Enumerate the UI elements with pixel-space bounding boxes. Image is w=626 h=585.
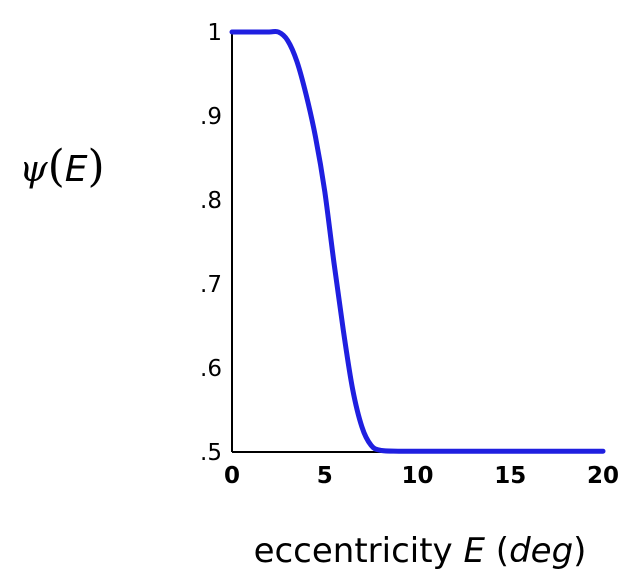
series-group bbox=[229, 28, 606, 454]
y-axis-label: ψ(E) bbox=[19, 141, 104, 192]
x-axis-label: eccentricity E (deg) bbox=[254, 531, 587, 571]
y-tick-label: .5 bbox=[200, 440, 222, 466]
x-tick-label: 15 bbox=[494, 463, 526, 489]
x-tick-label: 20 bbox=[587, 463, 619, 489]
y-tick-label: .8 bbox=[200, 188, 222, 214]
x-tick-label: 10 bbox=[401, 463, 433, 489]
axes bbox=[231, 30, 603, 453]
y-tick-label: 1 bbox=[207, 20, 222, 46]
x-tick-label: 0 bbox=[224, 463, 240, 489]
x-tick-label: 5 bbox=[317, 463, 333, 489]
y-tick-label: .9 bbox=[200, 104, 222, 130]
y-tick-label: .6 bbox=[200, 356, 222, 382]
y-tick-label: .7 bbox=[200, 272, 222, 298]
x-tick-labels: 0 5 10 15 20 bbox=[224, 463, 619, 489]
y-tick-labels: .5 .6 .7 .8 .9 1 bbox=[200, 20, 222, 466]
series-line-0 bbox=[229, 28, 606, 454]
